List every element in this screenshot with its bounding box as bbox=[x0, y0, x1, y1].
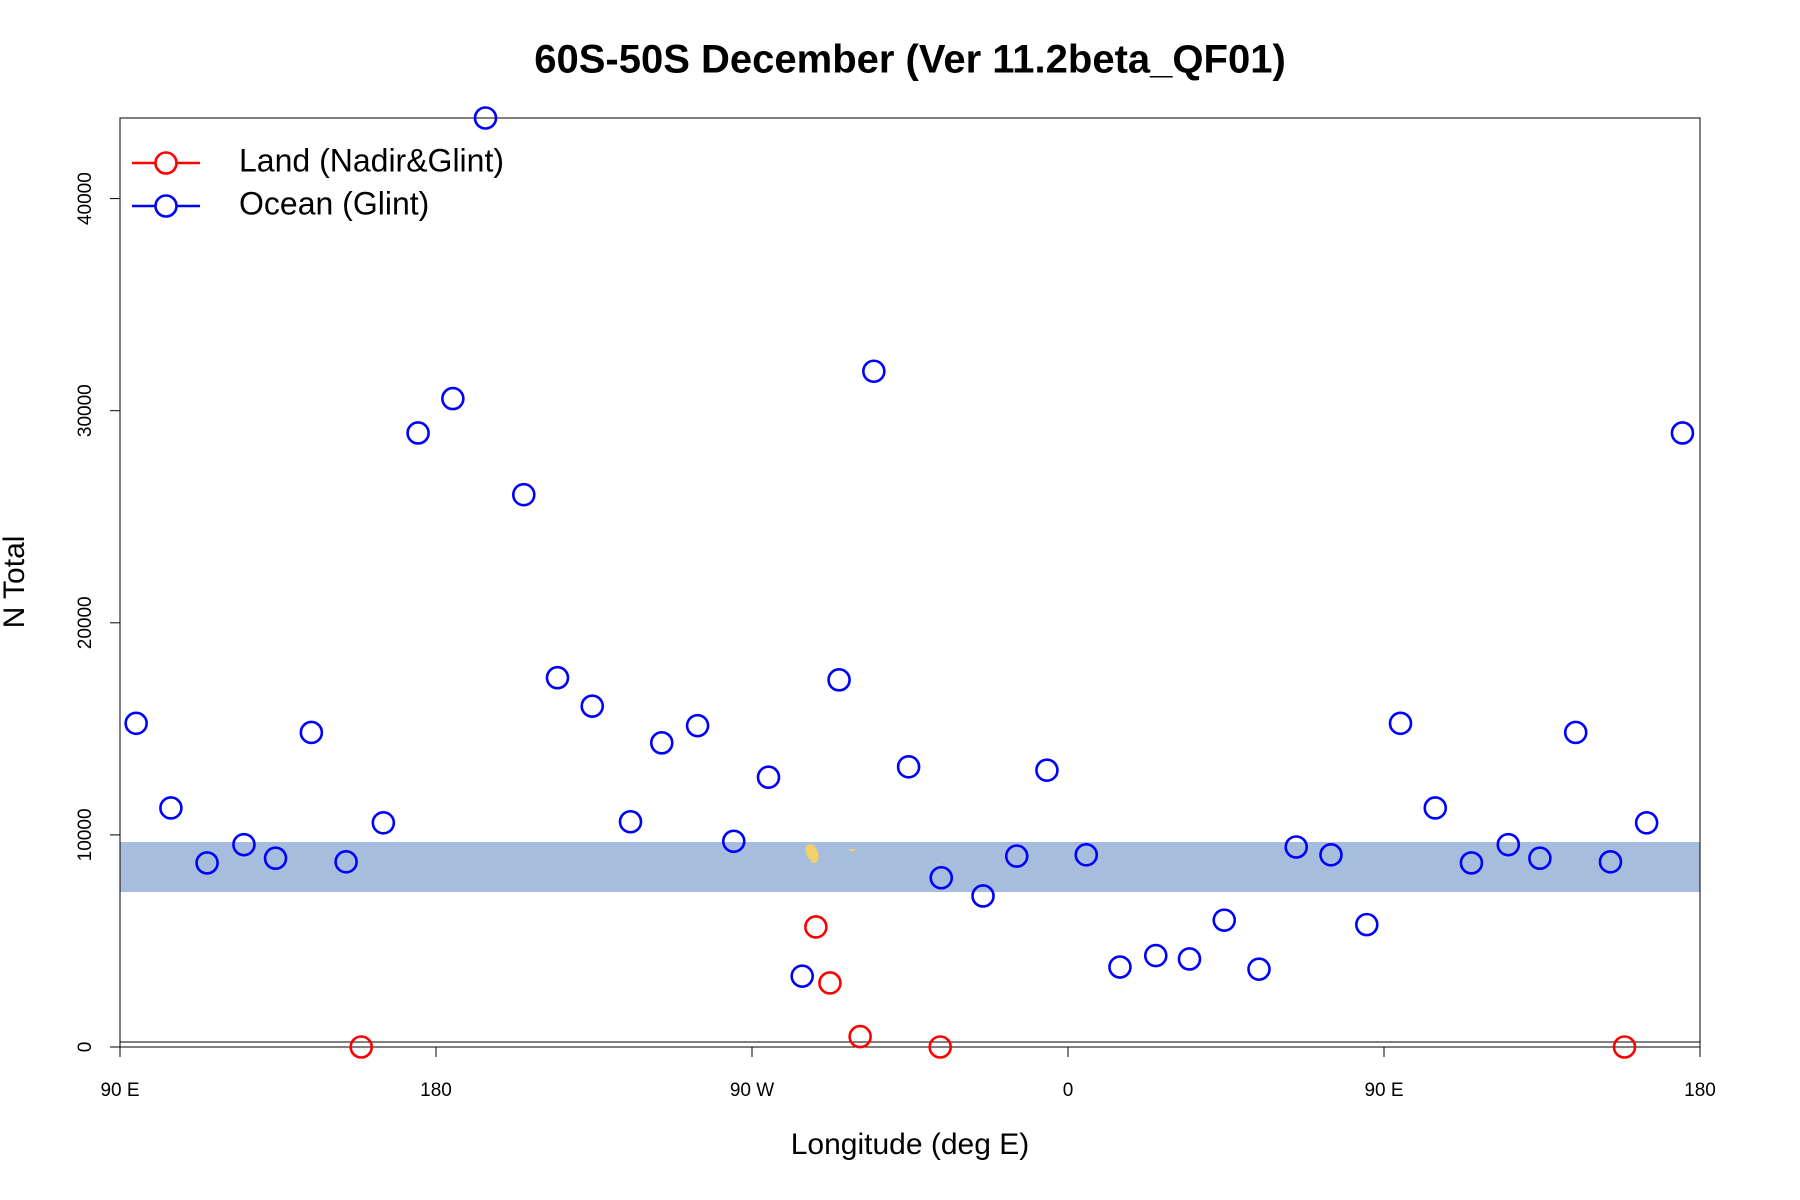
y-tick-label: 40000 bbox=[75, 172, 96, 225]
point bbox=[195, 851, 219, 875]
point bbox=[545, 665, 570, 690]
point bbox=[848, 1024, 872, 1049]
legend-marker bbox=[154, 151, 178, 175]
point bbox=[406, 421, 430, 445]
point bbox=[649, 731, 674, 755]
point bbox=[124, 711, 148, 736]
y-tick-label: 0 bbox=[75, 1042, 96, 1053]
point bbox=[1354, 912, 1379, 937]
point bbox=[299, 720, 324, 745]
point bbox=[1634, 811, 1659, 835]
point bbox=[1319, 843, 1343, 867]
point bbox=[1212, 908, 1237, 932]
x-tick-label: 90 E bbox=[1364, 1080, 1403, 1101]
point bbox=[827, 668, 851, 692]
point bbox=[1284, 835, 1309, 859]
point bbox=[1459, 851, 1484, 875]
plot-frame bbox=[119, 117, 1701, 1048]
x-axis-label: Longitude (deg E) bbox=[791, 1128, 1030, 1161]
point bbox=[371, 811, 396, 835]
point bbox=[1496, 832, 1521, 857]
legend-label: Land (Nadir&Glint) bbox=[239, 142, 504, 178]
point bbox=[1670, 421, 1695, 445]
x-tick-label: 180 bbox=[420, 1080, 452, 1101]
point bbox=[441, 386, 465, 411]
point bbox=[685, 713, 710, 738]
point bbox=[1247, 957, 1271, 981]
x-tick-label: 180 bbox=[1684, 1080, 1716, 1101]
legend-label: Ocean (Glint) bbox=[239, 185, 429, 221]
point bbox=[1388, 711, 1413, 736]
point bbox=[1143, 943, 1168, 968]
point bbox=[1035, 758, 1059, 783]
point bbox=[349, 1035, 374, 1059]
point bbox=[896, 755, 921, 779]
x-tick-label: 90 W bbox=[730, 1080, 774, 1101]
point bbox=[263, 846, 288, 871]
point bbox=[1598, 850, 1623, 874]
point bbox=[928, 1035, 952, 1059]
point bbox=[618, 809, 643, 834]
point bbox=[580, 694, 605, 718]
y-tick-label: 30000 bbox=[75, 384, 96, 437]
x-tick-label: 90 E bbox=[100, 1080, 139, 1101]
y-tick-label: 20000 bbox=[75, 596, 96, 649]
point bbox=[818, 971, 842, 995]
point bbox=[804, 915, 828, 939]
point bbox=[862, 359, 886, 384]
y-tick-label: 10000 bbox=[75, 808, 96, 861]
point bbox=[511, 482, 536, 507]
map-strip bbox=[120, 842, 1700, 892]
y-axis-label: N Total bbox=[0, 536, 31, 629]
point bbox=[1004, 844, 1029, 868]
chart-title: 60S-50S December (Ver 11.2beta_QF01) bbox=[534, 38, 1286, 82]
point bbox=[721, 829, 746, 854]
point bbox=[232, 832, 256, 857]
legend-marker bbox=[154, 194, 178, 218]
x-tick-label: 0 bbox=[1063, 1080, 1074, 1101]
point bbox=[473, 106, 498, 130]
point bbox=[1177, 947, 1202, 971]
point bbox=[971, 884, 995, 908]
point bbox=[1108, 955, 1132, 979]
point bbox=[334, 850, 358, 874]
point bbox=[1074, 843, 1099, 867]
point bbox=[1563, 720, 1588, 745]
point bbox=[790, 964, 815, 988]
point bbox=[1612, 1035, 1637, 1059]
point bbox=[1423, 796, 1448, 820]
point bbox=[929, 865, 954, 890]
point bbox=[1528, 846, 1552, 871]
point bbox=[159, 796, 183, 820]
point bbox=[756, 765, 781, 790]
